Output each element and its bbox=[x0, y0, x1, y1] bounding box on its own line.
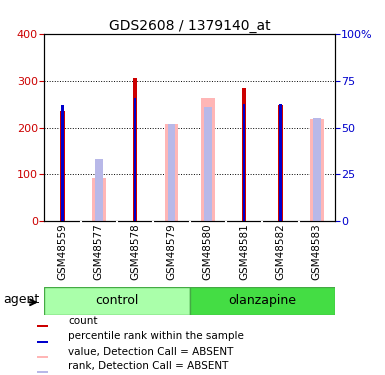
Bar bbox=[313, 118, 321, 221]
Bar bbox=[167, 124, 175, 221]
Bar bbox=[243, 104, 245, 221]
Text: GSM48578: GSM48578 bbox=[130, 223, 140, 280]
Text: percentile rank within the sample: percentile rank within the sample bbox=[69, 332, 244, 341]
Text: rank, Detection Call = ABSENT: rank, Detection Call = ABSENT bbox=[69, 362, 229, 371]
Text: GSM48583: GSM48583 bbox=[312, 223, 322, 280]
Text: count: count bbox=[69, 316, 98, 326]
Bar bbox=[134, 99, 136, 221]
Text: GSM48581: GSM48581 bbox=[239, 223, 249, 280]
Bar bbox=[201, 99, 215, 221]
Text: GSM48582: GSM48582 bbox=[275, 223, 285, 280]
Bar bbox=[278, 105, 283, 221]
Text: value, Detection Call = ABSENT: value, Detection Call = ABSENT bbox=[69, 347, 234, 357]
Bar bbox=[190, 287, 335, 315]
Bar bbox=[37, 370, 48, 373]
Bar bbox=[92, 178, 105, 221]
Bar bbox=[95, 159, 102, 221]
Bar bbox=[44, 287, 190, 315]
Text: agent: agent bbox=[3, 293, 40, 306]
Text: GSM48579: GSM48579 bbox=[166, 223, 176, 280]
Bar bbox=[37, 325, 48, 327]
Bar bbox=[61, 105, 64, 221]
Text: GSM48580: GSM48580 bbox=[203, 223, 213, 280]
Text: control: control bbox=[95, 294, 139, 307]
Bar bbox=[37, 340, 48, 343]
Bar bbox=[37, 356, 48, 358]
Title: GDS2608 / 1379140_at: GDS2608 / 1379140_at bbox=[109, 19, 270, 33]
Bar bbox=[164, 124, 178, 221]
Text: olanzapine: olanzapine bbox=[228, 294, 296, 307]
Bar bbox=[310, 119, 324, 221]
Text: GSM48559: GSM48559 bbox=[57, 223, 67, 280]
Bar bbox=[204, 107, 212, 221]
Bar bbox=[133, 78, 137, 221]
Bar bbox=[280, 104, 281, 221]
Bar bbox=[60, 111, 65, 221]
Text: GSM48577: GSM48577 bbox=[94, 223, 104, 280]
Bar bbox=[242, 88, 246, 221]
